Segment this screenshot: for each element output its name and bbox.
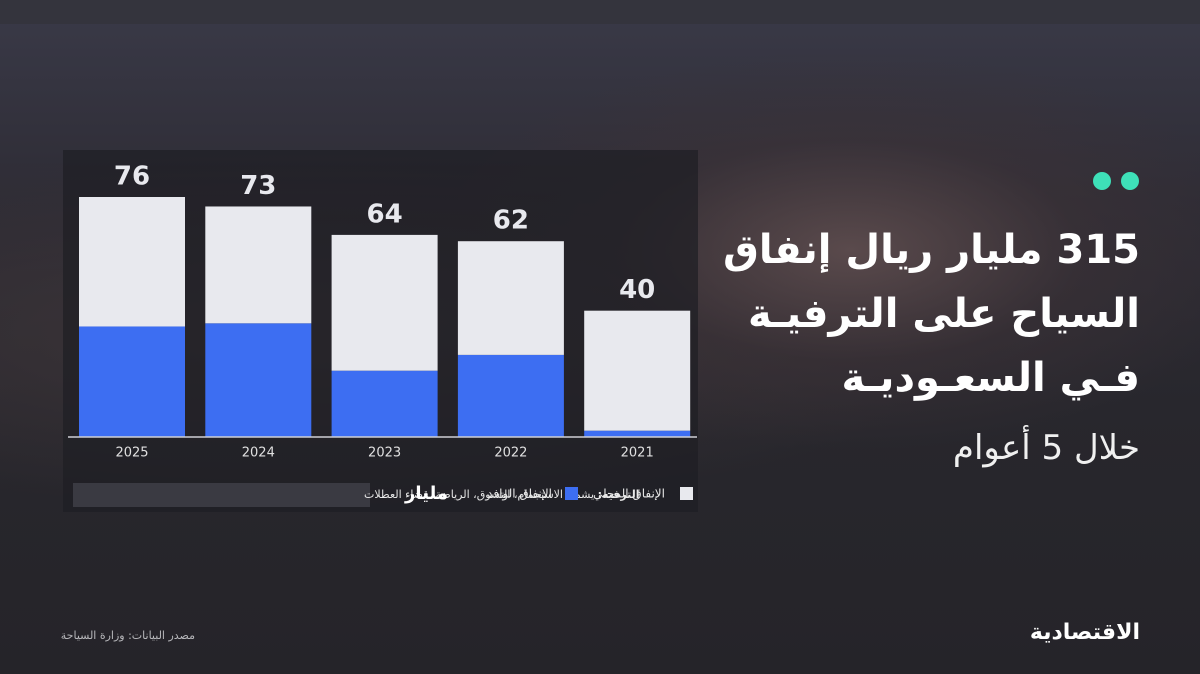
bar-segment — [205, 206, 312, 324]
total-label: 62 — [493, 206, 529, 236]
bar-segment — [331, 370, 438, 437]
title-line: فـي السعـوديـة — [841, 355, 1141, 401]
source: مصدر البيانات: وزارة السياحة — [61, 629, 195, 642]
x-tick-label: 2024 — [242, 446, 275, 461]
bar-segment — [584, 430, 691, 437]
legend-label: الإنفاق المحلي — [593, 487, 665, 501]
x-tick-label: 2021 — [621, 446, 654, 461]
subtitle: خلال 5 أعوام — [952, 428, 1140, 468]
total-label: 76 — [114, 162, 150, 192]
total-label: 64 — [367, 199, 403, 229]
brand: الاقتصادية — [1030, 620, 1140, 645]
note-box — [73, 483, 370, 507]
dot — [1121, 172, 1139, 190]
note-term: الترفيه: — [598, 488, 640, 501]
bar-segment — [457, 354, 564, 437]
dot — [1093, 172, 1111, 190]
x-tick-label: 2023 — [368, 446, 401, 461]
note: الترفيه: يشمل الاستجمام، التسوق، الرياضة… — [364, 488, 640, 501]
bar-segment — [584, 310, 691, 431]
bar-segment — [79, 197, 185, 327]
bar-segment — [205, 323, 312, 437]
bar-segment — [79, 326, 185, 437]
title-line: السياح على الترفيـة — [748, 291, 1140, 337]
title-line: 315 مليار ريال إنفاق — [723, 227, 1140, 273]
unit-logo: مليار — [404, 483, 448, 504]
top-strip — [0, 0, 1200, 24]
total-label: 40 — [619, 275, 655, 305]
total-label: 73 — [240, 171, 276, 201]
bar-segment — [457, 241, 564, 355]
note-text: يشمل الاستجمام، التسوق، الرياضة، قضاء ال… — [364, 488, 594, 501]
legend-label: الإنفاق الوافد — [487, 487, 552, 502]
title: 315 مليار ريال إنفاق السياح على الترفيـة… — [723, 218, 1140, 410]
bar-segment — [331, 234, 438, 371]
x-tick-label: 2022 — [494, 446, 527, 461]
legend-swatch — [680, 487, 693, 500]
x-tick-label: 2025 — [115, 446, 148, 461]
legend-swatch — [565, 487, 578, 500]
